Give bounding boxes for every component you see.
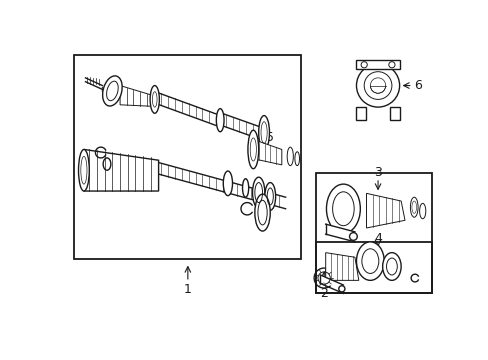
Polygon shape [366,193,404,228]
Bar [356,60,399,69]
Ellipse shape [419,203,425,219]
Ellipse shape [252,177,264,208]
Bar [316,172,431,293]
Polygon shape [253,139,281,165]
Text: 4: 4 [373,231,381,244]
Polygon shape [120,86,153,106]
Polygon shape [325,253,358,280]
Ellipse shape [102,76,122,106]
Polygon shape [356,107,366,120]
Ellipse shape [294,152,299,166]
Ellipse shape [264,183,275,210]
Ellipse shape [326,184,360,233]
Ellipse shape [247,130,258,169]
Polygon shape [389,107,399,120]
Bar [74,55,301,259]
Text: 5: 5 [265,131,274,144]
Circle shape [356,64,399,107]
Ellipse shape [216,109,224,132]
Polygon shape [84,149,158,191]
Circle shape [338,286,344,292]
Ellipse shape [242,179,248,197]
Text: 1: 1 [183,283,191,296]
Text: 6: 6 [413,79,421,92]
Ellipse shape [409,197,417,217]
Ellipse shape [286,147,293,166]
Ellipse shape [258,116,269,149]
Ellipse shape [79,149,89,191]
Circle shape [349,233,357,240]
Text: 3: 3 [373,166,381,179]
Ellipse shape [382,253,400,280]
Ellipse shape [223,171,232,195]
Ellipse shape [356,242,384,280]
Bar [316,242,431,293]
Ellipse shape [254,194,270,231]
Ellipse shape [150,86,159,113]
Text: 2: 2 [320,287,327,300]
